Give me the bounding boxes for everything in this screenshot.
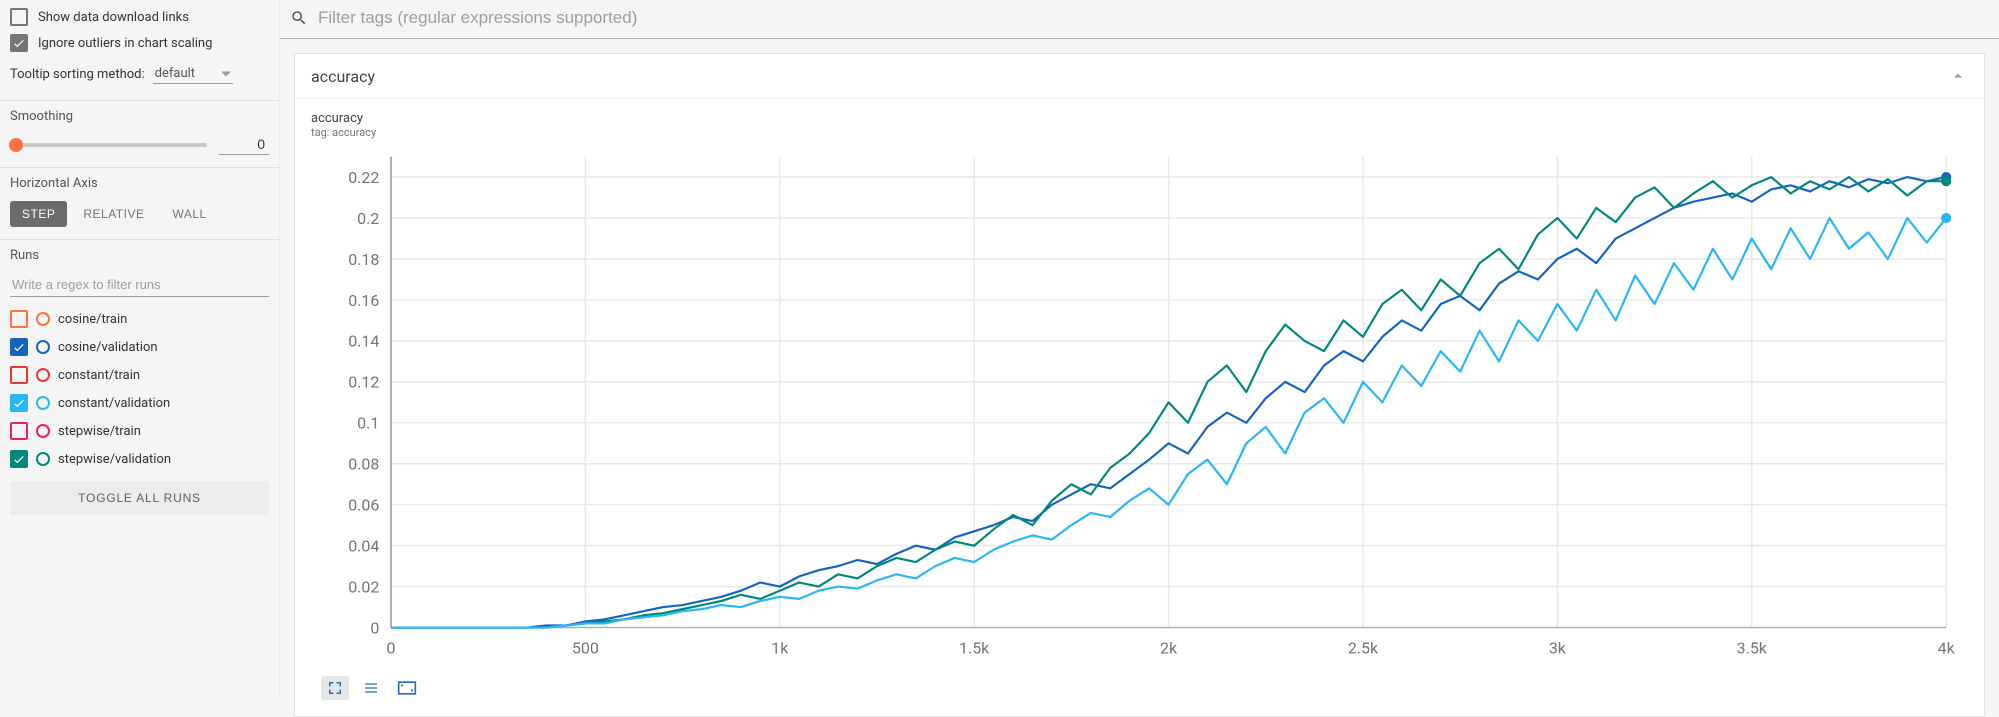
checkbox-icon [10,34,28,52]
chevron-down-icon [221,71,231,76]
svg-text:0.02: 0.02 [348,577,379,596]
svg-text:1.5k: 1.5k [959,639,990,658]
run-label: constant/validation [58,396,170,411]
svg-text:0.12: 0.12 [348,373,379,392]
show-download-links-checkbox[interactable]: Show data download links [10,8,269,26]
svg-text:0.22: 0.22 [348,168,379,187]
svg-text:3.5k: 3.5k [1737,639,1768,658]
chart-title: accuracy [311,111,1968,126]
tooltip-sort-select[interactable]: default [153,64,233,84]
ignore-outliers-label: Ignore outliers in chart scaling [38,36,212,51]
panel-header[interactable]: accuracy [295,54,1984,99]
run-row[interactable]: constant/train [10,361,269,389]
smoothing-slider[interactable] [10,143,207,147]
run-row[interactable]: constant/validation [10,389,269,417]
svg-text:0.18: 0.18 [348,250,379,269]
run-color-icon [36,396,50,410]
checkbox-icon [10,338,28,356]
expand-chart-button[interactable] [321,676,349,700]
divider [0,239,279,240]
filter-tags-input[interactable] [316,4,1989,32]
svg-text:1k: 1k [771,639,789,658]
divider [0,167,279,168]
svg-text:0.16: 0.16 [348,291,379,310]
axis-button-step[interactable]: STEP [10,201,67,227]
svg-text:0.08: 0.08 [348,455,379,474]
toggle-all-runs-button[interactable]: TOGGLE ALL RUNS [10,481,269,515]
svg-text:0.06: 0.06 [348,496,379,515]
svg-text:0.1: 0.1 [357,414,379,433]
svg-text:3k: 3k [1549,639,1567,658]
filter-tags-bar [280,0,1999,39]
show-download-links-label: Show data download links [38,10,189,25]
runs-label: Runs [10,248,269,263]
run-label: stepwise/train [58,424,141,439]
checkbox-icon [10,366,28,384]
run-row[interactable]: cosine/train [10,305,269,333]
checkbox-icon [10,310,28,328]
chevron-up-icon [1948,66,1968,86]
fit-domain-button[interactable] [393,676,421,700]
run-color-icon [36,312,50,326]
svg-text:0.2: 0.2 [357,209,379,228]
run-label: cosine/train [58,312,127,327]
run-color-icon [36,424,50,438]
checkbox-icon [10,8,28,26]
runs-filter-input[interactable] [10,273,269,297]
svg-text:0.04: 0.04 [348,536,379,555]
horizontal-axis-buttons: STEPRELATIVEWALL [10,201,269,227]
run-label: constant/train [58,368,140,383]
axis-button-relative[interactable]: RELATIVE [71,201,156,227]
svg-text:0: 0 [386,639,395,658]
slider-knob[interactable] [9,138,23,152]
toggle-y-log-button[interactable] [357,676,385,700]
main: accuracy accuracy tag: accuracy 0 0.02 0.0… [280,0,1999,696]
divider [0,100,279,101]
run-color-icon [36,340,50,354]
run-color-icon [36,368,50,382]
checkbox-icon [10,394,28,412]
run-row[interactable]: stepwise/validation [10,445,269,473]
ignore-outliers-checkbox[interactable]: Ignore outliers in chart scaling [10,34,269,52]
runs-list: cosine/train cosine/validation constant/tr… [10,305,269,473]
panel-title: accuracy [311,67,375,86]
svg-text:4k: 4k [1938,639,1956,658]
svg-text:500: 500 [572,639,599,658]
search-icon [290,9,308,27]
chart-tag-line: tag: accuracy [311,126,1968,139]
checkbox-icon [10,422,28,440]
svg-text:0.14: 0.14 [348,332,379,351]
accuracy-chart: 0 0.02 0.04 0.06 0.08 0.1 0.12 0.14 0.16 0.18 0.2 0… [311,145,1968,668]
sidebar: Show data download links Ignore outliers… [0,0,280,696]
svg-text:0: 0 [370,618,379,637]
run-label: cosine/validation [58,340,158,355]
svg-text:2k: 2k [1160,639,1178,658]
run-color-icon [36,452,50,466]
svg-text:2.5k: 2.5k [1348,639,1379,658]
run-row[interactable]: stepwise/train [10,417,269,445]
smoothing-input[interactable] [219,134,269,155]
axis-button-wall[interactable]: WALL [160,201,218,227]
accuracy-panel: accuracy accuracy tag: accuracy 0 0.02 0.0… [294,53,1985,717]
smoothing-label: Smoothing [10,109,269,124]
tooltip-sort-label: Tooltip sorting method: [10,67,145,82]
chart-svg: 0 0.02 0.04 0.06 0.08 0.1 0.12 0.14 0.16 0.18 0.2 0… [311,145,1968,668]
horizontal-axis-label: Horizontal Axis [10,176,269,191]
run-label: stepwise/validation [58,452,171,467]
checkbox-icon [10,450,28,468]
tooltip-sort-value: default [155,66,195,81]
run-row[interactable]: cosine/validation [10,333,269,361]
